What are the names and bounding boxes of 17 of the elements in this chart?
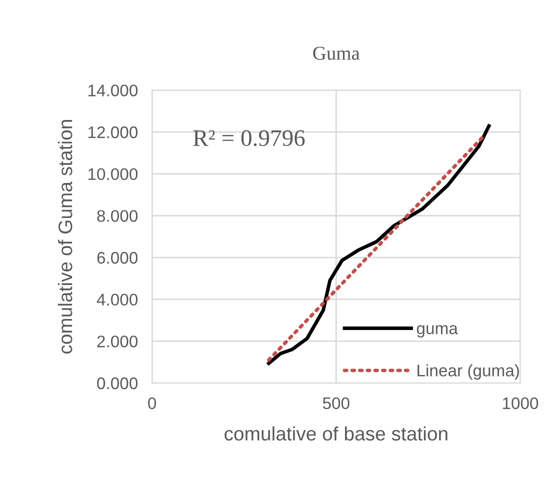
y-axis-title: comulative of Guma station bbox=[58, 120, 72, 354]
x-axis-title: comulative of base station bbox=[224, 426, 448, 441]
x-tick-label: 0 bbox=[148, 397, 156, 410]
chart-title: Guma bbox=[313, 46, 360, 60]
y-tick-label: 12.000 bbox=[88, 126, 138, 138]
y-tick-label: 8.000 bbox=[97, 210, 138, 222]
y-tick-label: 2.000 bbox=[97, 336, 138, 348]
y-tick-label: 14.000 bbox=[88, 84, 138, 96]
y-tick-label: 6.000 bbox=[97, 252, 138, 264]
x-tick-label: 1000 bbox=[502, 397, 538, 410]
y-tick-label: 0.000 bbox=[97, 377, 138, 390]
y-tick-label: 4.000 bbox=[96, 294, 138, 306]
y-tick-label: 10.000 bbox=[88, 168, 138, 180]
legend-label: guma bbox=[416, 325, 458, 338]
legend-label: Linear (guma) bbox=[418, 364, 519, 380]
x-tick-label: 500 bbox=[322, 397, 350, 410]
annotation: R² = 0.9796 bbox=[193, 130, 305, 146]
